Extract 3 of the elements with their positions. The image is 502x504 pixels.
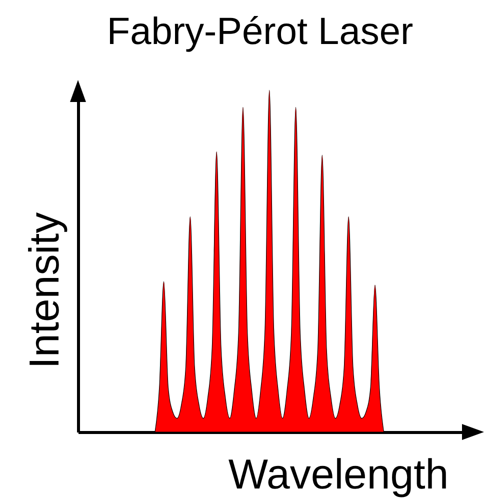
- y-axis-title: Intensity: [20, 212, 68, 369]
- x-axis-title: Wavelength: [228, 450, 449, 498]
- chart-title: Fabry-Pérot Laser: [106, 11, 414, 53]
